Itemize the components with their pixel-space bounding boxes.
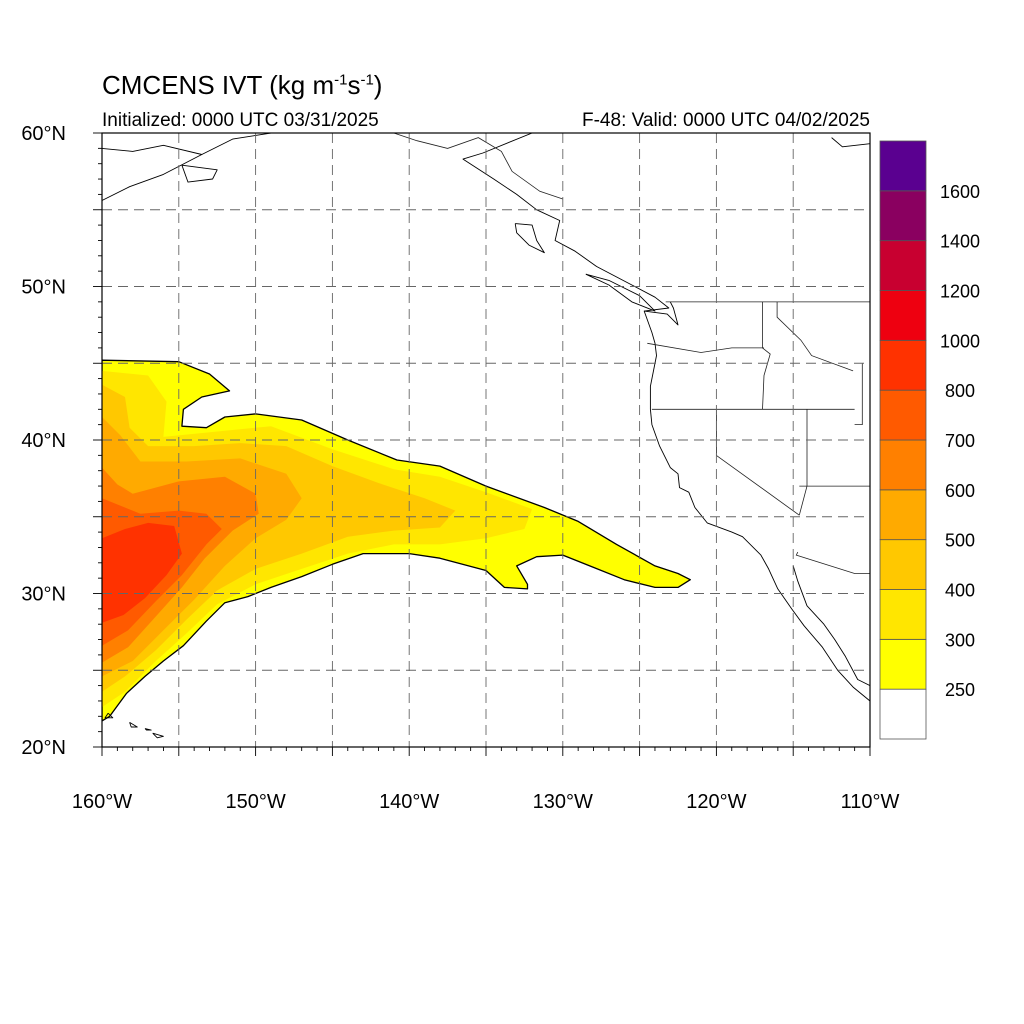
border-0 xyxy=(393,133,563,200)
lat-label-50: 50°N xyxy=(21,277,66,299)
longitude-labels: 160°W 150°W 140°W 130°W 120°W 110°W xyxy=(72,791,900,813)
colorbar-box-1 xyxy=(879,638,927,690)
lon-label-110: 110°W xyxy=(841,791,900,813)
ivt-fill-layer xyxy=(102,359,691,722)
lat-label-30: 30°N xyxy=(21,584,66,606)
lon-label-130: 130°W xyxy=(533,791,593,813)
colorbar-label-1400: 1400 xyxy=(940,232,980,252)
colorbar-box-4 xyxy=(879,489,927,541)
colorbar-box-10 xyxy=(879,190,927,242)
border-6 xyxy=(798,409,808,516)
colorbar-box-8 xyxy=(879,290,927,341)
gridlines xyxy=(102,133,870,747)
colorbar-label-1600: 1600 xyxy=(940,182,980,202)
lon-label-120: 120°W xyxy=(686,791,746,813)
colorbar: 250 300 400 500 600 700 800 1000 1200 1400 1600 xyxy=(879,140,980,740)
coastline-3 xyxy=(514,223,545,254)
coastline-12 xyxy=(831,137,870,148)
colorbar-label-700: 700 xyxy=(945,431,975,451)
lon-label-150: 150°W xyxy=(225,791,285,813)
colorbar-box-9 xyxy=(879,240,927,291)
lon-label-140: 140°W xyxy=(379,791,439,813)
colorbar-label-1200: 1200 xyxy=(940,282,980,302)
ivt-region-800 xyxy=(102,522,182,623)
colorbar-box-5 xyxy=(879,439,927,491)
lon-label-160: 160°W xyxy=(72,791,132,813)
title-mid: s xyxy=(347,70,361,100)
colorbar-label-400: 400 xyxy=(945,581,975,601)
coastline-2 xyxy=(585,273,656,312)
colorbar-box-0 xyxy=(879,688,927,740)
coastline-7 xyxy=(181,164,218,183)
chart-title: CMCENS IVT (kg m-1s-1) xyxy=(102,70,382,101)
axis-ticks xyxy=(93,132,871,756)
border-10 xyxy=(776,301,854,372)
coastline-5 xyxy=(102,144,203,201)
colorbar-label-300: 300 xyxy=(945,630,975,650)
border-5 xyxy=(762,301,771,410)
valid-time-label: F-48: Valid: 0000 UTC 04/02/2025 xyxy=(582,110,870,131)
latitude-labels: 20°N 30°N 40°N 50°N 60°N xyxy=(21,123,66,759)
colorbar-label-1000: 1000 xyxy=(940,331,980,351)
initialized-label: Initialized: 0000 UTC 03/31/2025 xyxy=(102,110,379,131)
colorbar-box-6 xyxy=(879,389,927,441)
colorbar-box-2 xyxy=(879,589,927,640)
colorbar-box-7 xyxy=(879,339,927,391)
border-2 xyxy=(647,342,764,353)
coastline-1 xyxy=(644,301,679,326)
coastline-9 xyxy=(129,722,138,728)
colorbar-box-3 xyxy=(879,539,927,590)
title-prefix: CMCENS IVT (kg m xyxy=(102,70,335,100)
title-suffix: ) xyxy=(373,70,383,100)
colorbar-label-500: 500 xyxy=(945,531,975,551)
coastline-8 xyxy=(104,712,114,719)
coastline-11 xyxy=(152,732,164,739)
lat-label-20: 20°N xyxy=(21,737,66,759)
colorbar-box-11 xyxy=(879,140,927,192)
coastline-6 xyxy=(201,133,272,155)
border-9 xyxy=(795,551,870,574)
coastline-4 xyxy=(792,565,870,687)
coastline-10 xyxy=(144,728,152,731)
colorbar-label-600: 600 xyxy=(945,481,975,501)
border-4 xyxy=(716,409,800,516)
title-exponent-1: -1 xyxy=(334,71,348,89)
colorbar-label-800: 800 xyxy=(945,381,975,401)
lat-label-40: 40°N xyxy=(21,430,66,452)
border-8 xyxy=(854,363,863,426)
lat-label-60: 60°N xyxy=(21,123,66,145)
title-exponent-2: -1 xyxy=(360,71,374,89)
coastline-0 xyxy=(462,133,870,702)
colorbar-label-250: 250 xyxy=(945,680,975,700)
